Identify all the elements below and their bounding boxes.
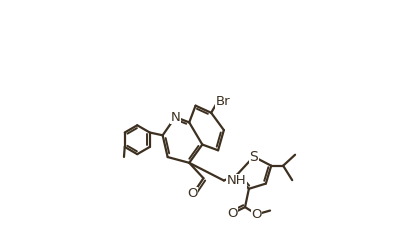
Text: N: N [170,110,180,124]
Text: NH: NH [227,174,246,187]
Text: O: O [187,187,198,200]
Text: S: S [249,150,258,164]
Text: Br: Br [216,95,230,108]
Text: O: O [251,208,262,221]
Text: O: O [227,207,238,220]
